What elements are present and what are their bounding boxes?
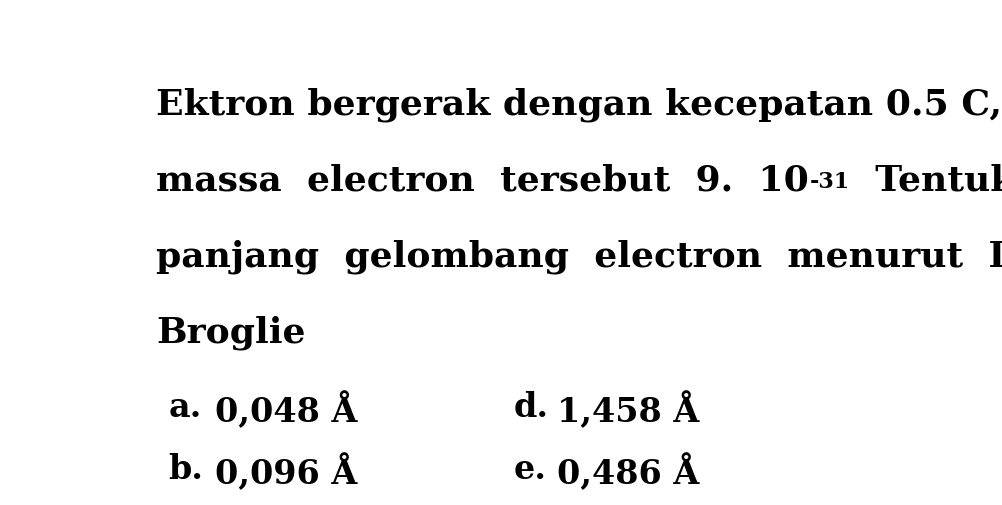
Text: Broglie: Broglie [156, 315, 306, 350]
Text: Tentukan: Tentukan [849, 164, 1002, 197]
Text: 0,486 Å: 0,486 Å [556, 453, 698, 491]
Text: Ektron bergerak dengan kecepatan 0.5 C, bila: Ektron bergerak dengan kecepatan 0.5 C, … [156, 88, 1002, 122]
Text: 0,096 Å: 0,096 Å [214, 453, 357, 491]
Text: massa  electron  tersebut  9.  10: massa electron tersebut 9. 10 [156, 164, 809, 197]
Text: e.: e. [513, 453, 546, 486]
Text: 1,458 Å: 1,458 Å [556, 391, 698, 429]
Text: 0,048 Å: 0,048 Å [214, 391, 357, 429]
Text: b.: b. [168, 453, 203, 486]
Text: a.: a. [168, 391, 201, 424]
Text: -31: -31 [809, 171, 849, 193]
Text: panjang  gelombang  electron  menurut  De: panjang gelombang electron menurut De [156, 239, 1002, 274]
Text: d.: d. [513, 391, 549, 424]
